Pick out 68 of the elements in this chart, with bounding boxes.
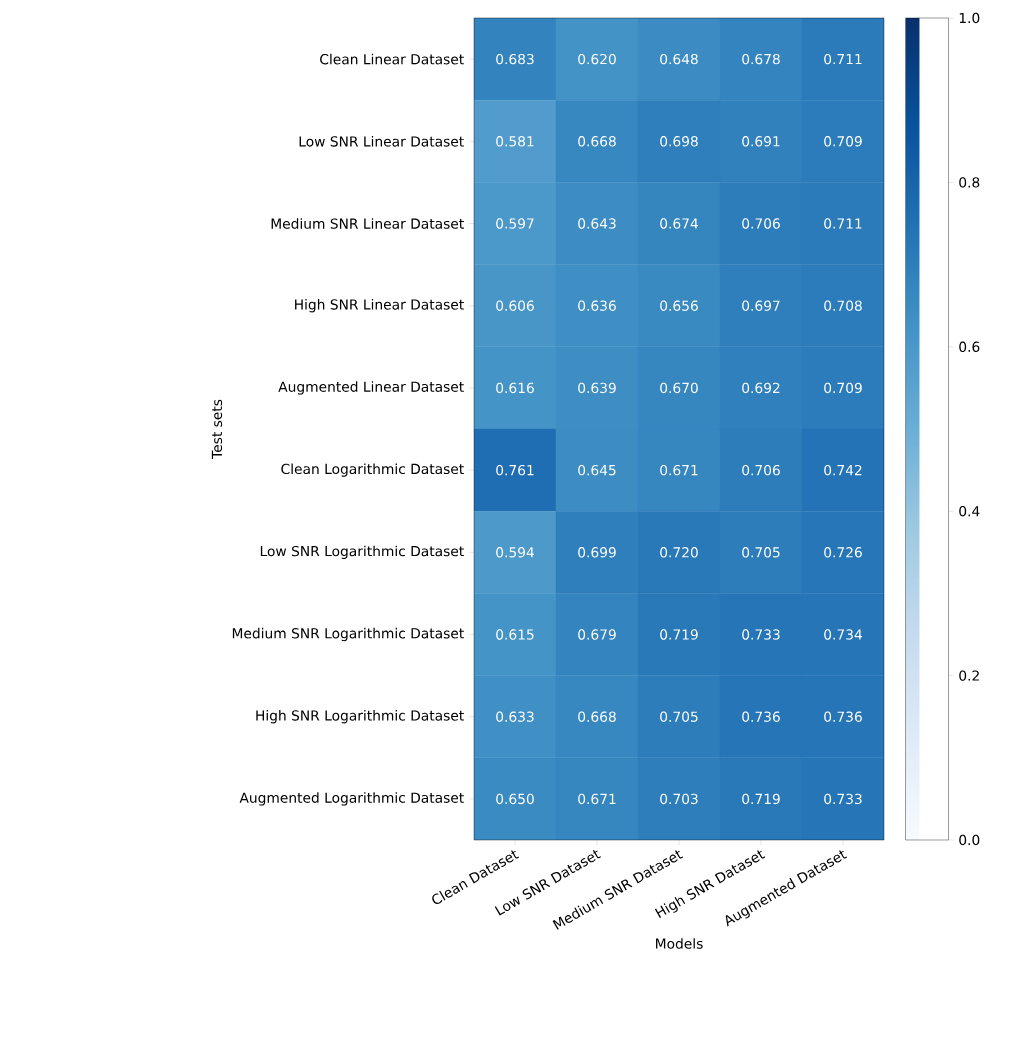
y-tick-label: Clean Linear Dataset <box>320 53 464 65</box>
data-label: 0.616 <box>496 382 534 394</box>
data-label: 0.679 <box>578 629 616 640</box>
y-tick-label: Augmented Linear Dataset <box>278 381 464 395</box>
data-label: 0.633 <box>496 711 534 722</box>
data-label: 0.671 <box>660 464 698 476</box>
data-label: 0.761 <box>496 464 534 476</box>
data-label: 0.639 <box>578 382 616 394</box>
data-label: 0.711 <box>824 53 862 65</box>
data-label: 0.656 <box>660 300 698 311</box>
color-bar-label: 0.6 <box>959 341 980 353</box>
data-label: 0.706 <box>742 464 780 476</box>
data-label: 0.705 <box>660 711 698 722</box>
data-label: 0.645 <box>578 464 616 476</box>
data-label: 0.736 <box>742 711 780 722</box>
data-label: 0.736 <box>824 711 862 722</box>
y-tick-label: Low SNR Logarithmic Dataset <box>260 545 464 559</box>
data-label: 0.726 <box>824 547 862 558</box>
data-label: 0.691 <box>742 136 780 147</box>
data-label: 0.678 <box>742 53 780 65</box>
data-label: 0.733 <box>742 629 780 640</box>
data-label: 0.643 <box>578 218 616 229</box>
y-tick-label: High SNR Linear Dataset <box>295 299 464 313</box>
data-label: 0.697 <box>742 300 780 311</box>
color-bar-label: 0.4 <box>959 505 980 517</box>
y-tick-label: High SNR Logarithmic Dataset <box>256 710 464 724</box>
y-tick-label: Medium SNR Linear Dataset <box>271 218 464 229</box>
data-label: 0.719 <box>742 793 780 805</box>
data-label: 0.698 <box>660 136 698 147</box>
data-label: 0.742 <box>824 464 862 476</box>
data-label: 0.620 <box>578 53 616 65</box>
data-label: 0.581 <box>496 136 534 147</box>
data-label: 0.683 <box>496 53 534 65</box>
color-bar-label: 1.0 <box>959 12 980 24</box>
data-label: 0.705 <box>742 547 780 558</box>
color-bar-label: 0.0 <box>959 834 980 846</box>
data-label: 0.692 <box>742 382 780 394</box>
data-label: 0.671 <box>578 793 616 805</box>
y-axis-title: Test sets <box>211 399 223 459</box>
data-label: 0.650 <box>496 793 534 805</box>
data-label: 0.606 <box>496 300 534 311</box>
data-label: 0.720 <box>660 547 698 558</box>
data-label: 0.615 <box>496 629 534 640</box>
data-label: 0.708 <box>824 300 862 311</box>
color-bar-label: 0.2 <box>959 670 979 681</box>
data-label: 0.703 <box>660 793 698 805</box>
data-label: 0.709 <box>824 136 862 147</box>
data-label: 0.668 <box>578 136 616 147</box>
data-label: 0.668 <box>578 711 616 722</box>
data-label: 0.709 <box>824 382 862 394</box>
data-label: 0.711 <box>824 218 862 229</box>
data-label: 0.706 <box>742 218 780 229</box>
data-label: 0.734 <box>824 629 862 640</box>
data-label: 0.699 <box>578 547 616 558</box>
data-label: 0.719 <box>660 629 698 640</box>
y-tick-label: Clean Logarithmic Dataset <box>281 463 464 477</box>
data-label: 0.733 <box>824 793 862 805</box>
y-tick-label: Augmented Logarithmic Dataset <box>239 792 464 806</box>
data-label: 0.636 <box>578 300 616 311</box>
data-label: 0.597 <box>496 218 534 229</box>
y-tick-label: Medium SNR Logarithmic Dataset <box>232 627 464 642</box>
color-bar-label: 0.8 <box>959 177 980 188</box>
x-axis-title: Models <box>656 938 703 949</box>
y-tick-label: Low SNR Linear Dataset <box>299 135 464 147</box>
data-label: 0.594 <box>496 547 534 558</box>
data-label: 0.674 <box>660 218 698 229</box>
data-label: 0.648 <box>660 53 698 65</box>
data-label: 0.670 <box>660 382 698 394</box>
